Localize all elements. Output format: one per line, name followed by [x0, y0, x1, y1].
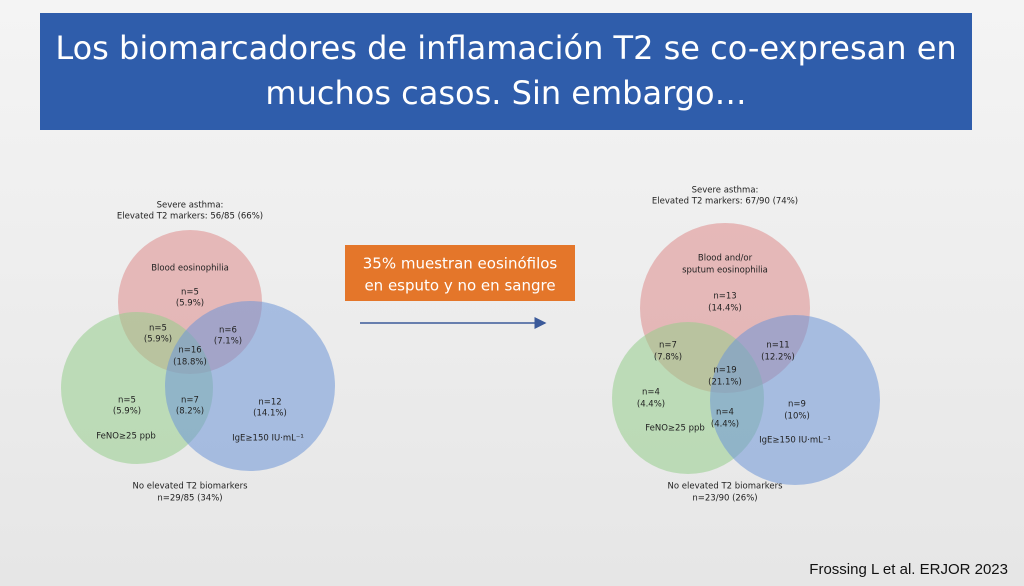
venn-header: Elevated T2 markers: 56/85 (66%): [117, 212, 263, 222]
region-count: n=5: [149, 324, 167, 334]
region-count: n=4: [716, 408, 734, 418]
citation: Frossing L et al. ERJOR 2023: [809, 561, 1008, 578]
region-count: n=5: [181, 288, 199, 298]
region-pct: (4.4%): [637, 400, 665, 410]
region-pct: (18.8%): [173, 358, 207, 368]
region-pct: (12.2%): [761, 353, 795, 363]
venn-footer: No elevated T2 biomarkers: [668, 482, 784, 492]
region-pct: (10%): [784, 412, 810, 422]
region-count: n=7: [181, 396, 199, 406]
set-label: FeNO≥25 ppb: [96, 432, 156, 442]
region-count: n=6: [219, 326, 237, 336]
title-line: muchos casos. Sin embargo…: [265, 74, 746, 112]
region-count: n=9: [788, 400, 806, 410]
callout-line: 35% muestran eosinófilos: [363, 255, 558, 273]
venn-header: Elevated T2 markers: 67/90 (74%): [652, 197, 798, 207]
region-pct: (21.1%): [708, 378, 742, 388]
callout-box: [345, 245, 575, 301]
venn-footer: n=29/85 (34%): [157, 494, 222, 504]
region-pct: (7.1%): [214, 337, 242, 347]
set-label: Blood and/or: [698, 254, 753, 264]
region-count: n=7: [659, 341, 677, 351]
region-pct: (14.1%): [253, 409, 287, 419]
venn-header: Severe asthma:: [157, 201, 224, 211]
venn-footer: n=23/90 (26%): [692, 494, 757, 504]
callout-line: en esputo y no en sangre: [364, 277, 555, 295]
region-pct: (5.9%): [113, 407, 141, 417]
set-label: IgE≥150 IU·mL⁻¹: [232, 434, 304, 444]
set-circle: [710, 315, 880, 485]
region-count: n=13: [713, 292, 736, 302]
set-label: sputum eosinophilia: [682, 266, 768, 276]
set-label: FeNO≥25 ppb: [645, 424, 705, 434]
region-count: n=16: [178, 346, 201, 356]
region-pct: (14.4%): [708, 304, 742, 314]
region-count: n=5: [118, 396, 136, 406]
region-pct: (4.4%): [711, 420, 739, 430]
region-count: n=11: [766, 341, 789, 351]
region-pct: (7.8%): [654, 353, 682, 363]
title-line: Los biomarcadores de inflamación T2 se c…: [55, 29, 956, 67]
region-count: n=12: [258, 398, 281, 408]
set-label: Blood eosinophilia: [151, 264, 229, 274]
region-count: n=19: [713, 366, 736, 376]
title-box: [40, 13, 972, 130]
set-circle: [165, 301, 335, 471]
venn-footer: No elevated T2 biomarkers: [133, 482, 249, 492]
region-pct: (8.2%): [176, 407, 204, 417]
region-count: n=4: [642, 388, 660, 398]
set-label: IgE≥150 IU·mL⁻¹: [759, 436, 831, 446]
region-pct: (5.9%): [144, 335, 172, 345]
region-pct: (5.9%): [176, 299, 204, 309]
venn-header: Severe asthma:: [692, 186, 759, 196]
